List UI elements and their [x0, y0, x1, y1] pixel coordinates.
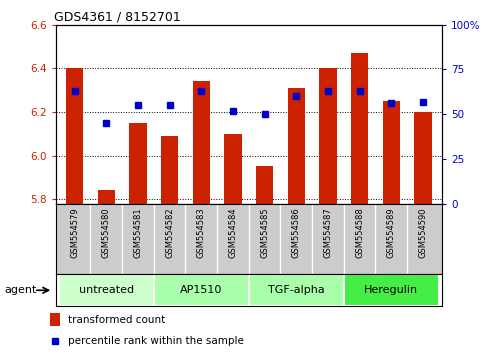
Bar — [59, 274, 154, 306]
Text: GSM554581: GSM554581 — [133, 207, 142, 258]
Bar — [154, 274, 249, 306]
Text: GDS4361 / 8152701: GDS4361 / 8152701 — [54, 11, 180, 24]
Bar — [344, 274, 439, 306]
Text: AP1510: AP1510 — [180, 285, 223, 295]
Bar — [287, 88, 305, 204]
Bar — [351, 53, 369, 204]
Bar — [129, 123, 147, 204]
Bar — [383, 101, 400, 204]
Text: GSM554589: GSM554589 — [387, 207, 396, 258]
Text: transformed count: transformed count — [68, 315, 166, 325]
Text: GSM554588: GSM554588 — [355, 207, 364, 258]
Text: untreated: untreated — [79, 285, 134, 295]
Bar — [224, 134, 242, 204]
Text: TGF-alpha: TGF-alpha — [268, 285, 325, 295]
Text: GSM554585: GSM554585 — [260, 207, 269, 258]
Bar — [66, 68, 83, 204]
Bar — [414, 112, 432, 204]
Text: GSM554590: GSM554590 — [418, 207, 427, 258]
Text: Heregulin: Heregulin — [364, 285, 418, 295]
Text: GSM554583: GSM554583 — [197, 207, 206, 258]
Text: percentile rank within the sample: percentile rank within the sample — [68, 336, 244, 346]
Bar — [98, 190, 115, 204]
Text: GSM554580: GSM554580 — [102, 207, 111, 258]
Text: GSM554584: GSM554584 — [228, 207, 238, 258]
Bar — [256, 166, 273, 204]
Text: GSM554587: GSM554587 — [324, 207, 332, 258]
Bar — [161, 136, 178, 204]
Text: GSM554586: GSM554586 — [292, 207, 301, 258]
Text: GSM554579: GSM554579 — [70, 207, 79, 258]
Bar — [249, 274, 344, 306]
Text: agent: agent — [5, 285, 37, 295]
Bar — [193, 81, 210, 204]
Text: GSM554582: GSM554582 — [165, 207, 174, 258]
Bar — [50, 313, 60, 326]
Bar — [319, 68, 337, 204]
